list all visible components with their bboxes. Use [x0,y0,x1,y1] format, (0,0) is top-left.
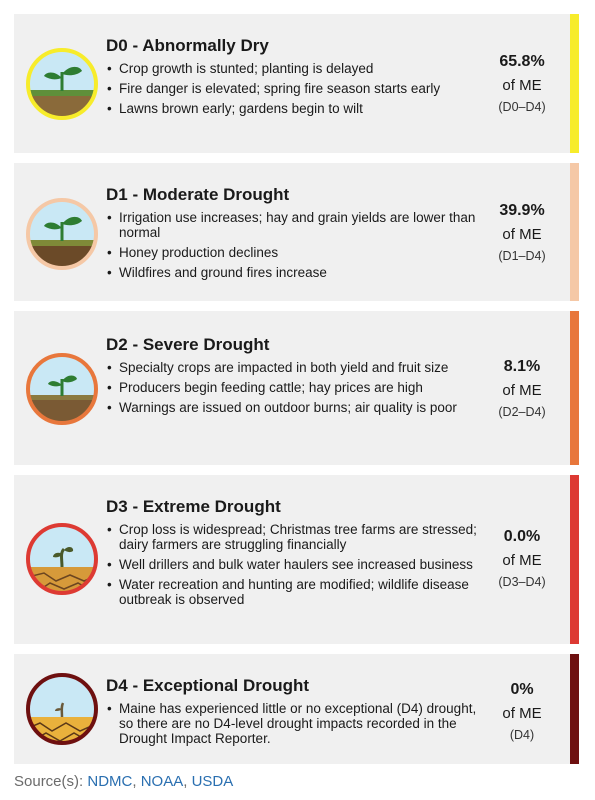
source-label: Source(s): [14,773,84,790]
card-title: D4 - Exceptional Drought [106,676,310,695]
sprout-dead-icon [24,671,100,747]
stats-block: 0.0% of ME (D3–D4) [484,527,560,591]
stats-block: 0% of ME (D4) [484,680,560,744]
stat-value: 0% [510,681,534,698]
stats-block: 65.8% of ME (D0–D4) [484,52,560,116]
list-item: Specialty crops are impacted in both yie… [106,360,484,375]
sprout-severe-icon [24,351,100,427]
stats-block: 39.9% of ME (D1–D4) [484,201,560,265]
impact-list: Irrigation use increases; hay and grain … [106,210,484,280]
list-item: Producers begin feeding cattle; hay pric… [106,380,484,395]
card-title: D3 - Extreme Drought [106,497,281,516]
impact-list: Crop growth is stunted; planting is dela… [106,61,484,116]
severity-color-bar [570,311,579,465]
stat-of-label: of ME [502,382,542,399]
stat-value: 0.0% [503,528,541,545]
stat-of-label: of ME [502,77,542,94]
stat-range: (D4) [509,728,535,742]
source-line: Source(s): NDMC, NOAA, USDA [14,773,233,790]
card-content: D0 - Abnormally Dry Crop growth is stunt… [106,36,484,121]
impact-list: Crop loss is widespread; Christmas tree … [106,522,484,607]
stat-of-label: of ME [502,226,542,243]
impact-list: Specialty crops are impacted in both yie… [106,360,484,415]
sprout-healthy-icon [24,46,100,122]
list-item: Wildfires and ground fires increase [106,265,484,280]
stat-value: 8.1% [503,358,541,375]
stats-block: 8.1% of ME (D2–D4) [484,357,560,421]
list-item: Warnings are issued on outdoor burns; ai… [106,400,484,415]
source-link-noaa[interactable]: NOAA [140,773,184,790]
severity-color-bar [570,654,579,764]
drought-card-d1: D1 - Moderate Drought Irrigation use inc… [14,163,579,301]
drought-card-d2: D2 - Severe Drought Specialty crops are … [14,311,579,465]
stat-range: (D0–D4) [498,100,546,114]
card-title: D0 - Abnormally Dry [106,36,269,55]
drought-card-d3: D3 - Extreme Drought Crop loss is widesp… [14,475,579,644]
stat-range: (D1–D4) [498,249,546,263]
list-item: Fire danger is elevated; spring fire sea… [106,81,484,96]
sprout-moderate-icon [24,196,100,272]
stat-value: 39.9% [499,202,545,219]
list-item: Water recreation and hunting are modifie… [106,577,484,607]
card-content: D4 - Exceptional Drought Maine has exper… [106,676,484,751]
drought-card-d0: D0 - Abnormally Dry Crop growth is stunt… [14,14,579,153]
list-item: Irrigation use increases; hay and grain … [106,210,484,240]
source-separator: , [132,773,141,790]
drought-card-d4: D4 - Exceptional Drought Maine has exper… [14,654,579,764]
source-link-usda[interactable]: USDA [191,773,234,790]
impact-list: Maine has experienced little or no excep… [106,701,484,746]
severity-color-bar [570,163,579,301]
card-content: D2 - Severe Drought Specialty crops are … [106,335,484,420]
stat-range: (D3–D4) [498,575,546,589]
severity-color-bar [570,475,579,644]
card-content: D3 - Extreme Drought Crop loss is widesp… [106,497,484,612]
card-title: D2 - Severe Drought [106,335,270,354]
list-item: Lawns brown early; gardens begin to wilt [106,101,484,116]
card-title: D1 - Moderate Drought [106,185,290,204]
source-link-ndmc[interactable]: NDMC [87,773,133,790]
list-item: Maine has experienced little or no excep… [106,701,484,746]
stat-of-label: of ME [502,552,542,569]
stat-of-label: of ME [502,705,542,722]
sprout-wilting-icon [24,521,100,597]
severity-color-bar [570,14,579,153]
stat-value: 65.8% [499,53,545,70]
source-separator: , [183,773,192,790]
list-item: Well drillers and bulk water haulers see… [106,557,484,572]
stat-range: (D2–D4) [498,405,546,419]
list-item: Crop growth is stunted; planting is dela… [106,61,484,76]
list-item: Crop loss is widespread; Christmas tree … [106,522,484,552]
list-item: Honey production declines [106,245,484,260]
card-content: D1 - Moderate Drought Irrigation use inc… [106,185,484,285]
